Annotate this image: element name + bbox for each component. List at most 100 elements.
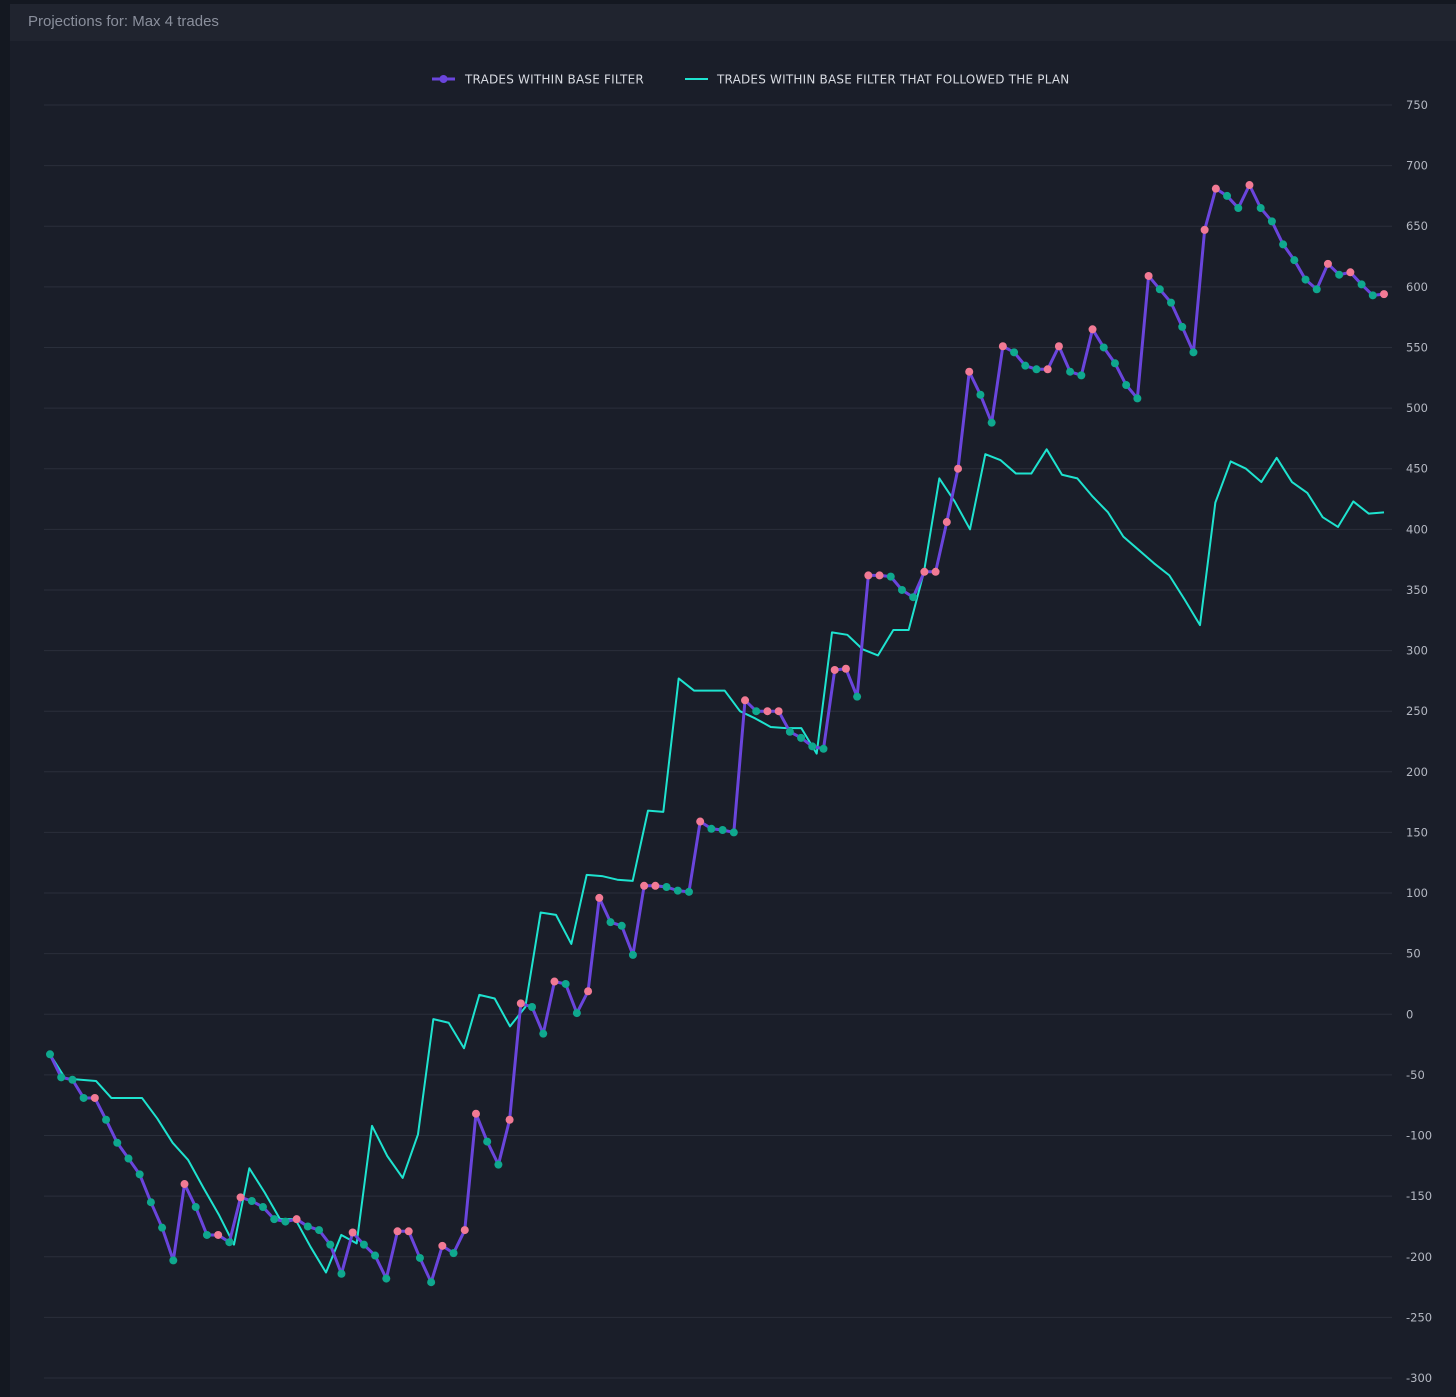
data-point-marker[interactable]: [135, 1170, 144, 1179]
data-point-marker[interactable]: [785, 727, 794, 736]
chart-legend[interactable]: TRADES WITHIN BASE FILTER TRADES WITHIN …: [432, 73, 1069, 87]
data-point-marker[interactable]: [113, 1138, 122, 1147]
data-point-marker[interactable]: [853, 692, 862, 701]
data-point-marker[interactable]: [1223, 191, 1232, 200]
data-point-marker[interactable]: [1155, 285, 1164, 294]
data-point-marker[interactable]: [808, 742, 817, 751]
legend-item-base-filter[interactable]: TRADES WITHIN BASE FILTER: [432, 73, 644, 87]
data-point-marker[interactable]: [169, 1256, 178, 1265]
data-point-marker[interactable]: [270, 1215, 279, 1224]
data-point-marker[interactable]: [191, 1203, 200, 1212]
data-point-marker[interactable]: [897, 585, 906, 594]
data-point-marker[interactable]: [146, 1198, 155, 1207]
data-point-marker[interactable]: [797, 733, 806, 742]
data-point-marker[interactable]: [315, 1226, 324, 1235]
data-point-marker[interactable]: [595, 893, 604, 902]
data-point-marker[interactable]: [438, 1241, 447, 1250]
data-point-marker[interactable]: [752, 707, 761, 716]
data-point-marker[interactable]: [1167, 298, 1176, 307]
data-point-marker[interactable]: [57, 1073, 66, 1082]
data-point-marker[interactable]: [1323, 259, 1332, 268]
data-point-marker[interactable]: [337, 1269, 346, 1278]
data-point-marker[interactable]: [1245, 181, 1254, 190]
data-point-marker[interactable]: [68, 1075, 77, 1084]
data-point-marker[interactable]: [572, 1009, 581, 1018]
data-point-marker[interactable]: [1133, 394, 1142, 403]
data-point-marker[interactable]: [987, 418, 996, 427]
data-point-marker[interactable]: [954, 464, 963, 473]
data-point-marker[interactable]: [79, 1093, 88, 1102]
data-point-marker[interactable]: [774, 707, 783, 716]
data-point-marker[interactable]: [236, 1193, 245, 1202]
data-point-marker[interactable]: [281, 1217, 290, 1226]
data-point-marker[interactable]: [326, 1240, 335, 1249]
data-point-marker[interactable]: [494, 1160, 503, 1169]
data-point-marker[interactable]: [1211, 184, 1220, 193]
data-point-marker[interactable]: [998, 342, 1007, 351]
data-point-marker[interactable]: [1099, 343, 1108, 352]
data-point-marker[interactable]: [1178, 322, 1187, 331]
data-point-marker[interactable]: [741, 696, 750, 705]
data-point-marker[interactable]: [875, 571, 884, 580]
data-point-marker[interactable]: [1256, 204, 1265, 213]
data-point-marker[interactable]: [460, 1226, 469, 1235]
data-point-marker[interactable]: [124, 1154, 133, 1163]
data-point-marker[interactable]: [202, 1230, 211, 1239]
data-point-marker[interactable]: [1066, 367, 1075, 376]
data-point-marker[interactable]: [920, 567, 929, 576]
data-point-marker[interactable]: [886, 572, 895, 581]
data-point-marker[interactable]: [393, 1227, 402, 1236]
data-point-marker[interactable]: [729, 828, 738, 837]
data-point-marker[interactable]: [449, 1249, 458, 1258]
data-point-marker[interactable]: [673, 886, 682, 895]
data-point-marker[interactable]: [1077, 371, 1086, 380]
data-point-marker[interactable]: [1110, 359, 1119, 368]
data-point-marker[interactable]: [617, 921, 626, 930]
data-point-marker[interactable]: [1267, 217, 1276, 226]
data-point-marker[interactable]: [348, 1228, 357, 1237]
data-point-marker[interactable]: [561, 979, 570, 988]
data-point-marker[interactable]: [830, 665, 839, 674]
data-point-marker[interactable]: [505, 1115, 514, 1124]
data-point-marker[interactable]: [483, 1137, 492, 1146]
data-point-marker[interactable]: [1032, 365, 1041, 374]
data-point-marker[interactable]: [718, 826, 727, 835]
data-point-marker[interactable]: [1335, 270, 1344, 279]
data-point-marker[interactable]: [1380, 290, 1388, 299]
data-point-marker[interactable]: [427, 1278, 436, 1287]
data-point-marker[interactable]: [1021, 361, 1030, 370]
data-point-marker[interactable]: [1234, 204, 1243, 213]
data-point-marker[interactable]: [214, 1230, 223, 1239]
data-point-marker[interactable]: [1368, 291, 1377, 300]
data-point-marker[interactable]: [864, 571, 873, 580]
data-point-marker[interactable]: [640, 881, 649, 890]
data-point-marker[interactable]: [931, 567, 940, 576]
data-point-marker[interactable]: [382, 1274, 391, 1283]
data-point-marker[interactable]: [258, 1203, 267, 1212]
data-point-marker[interactable]: [539, 1029, 548, 1038]
data-point-marker[interactable]: [942, 518, 951, 527]
data-point-marker[interactable]: [696, 817, 705, 826]
data-point-marker[interactable]: [651, 881, 660, 890]
data-point-marker[interactable]: [662, 882, 671, 891]
data-point-marker[interactable]: [404, 1227, 413, 1236]
data-point-marker[interactable]: [303, 1222, 312, 1231]
data-point-marker[interactable]: [1189, 348, 1198, 357]
data-point-marker[interactable]: [1357, 280, 1366, 289]
data-point-marker[interactable]: [1088, 325, 1097, 334]
data-point-marker[interactable]: [1054, 342, 1063, 351]
data-point-marker[interactable]: [819, 744, 828, 753]
data-point-marker[interactable]: [1144, 271, 1153, 280]
data-point-marker[interactable]: [371, 1251, 380, 1260]
data-point-marker[interactable]: [180, 1180, 189, 1189]
data-point-marker[interactable]: [1290, 256, 1299, 265]
data-point-marker[interactable]: [1301, 275, 1310, 284]
data-point-marker[interactable]: [584, 987, 593, 996]
data-point-marker[interactable]: [292, 1215, 301, 1224]
legend-item-followed-plan[interactable]: TRADES WITHIN BASE FILTER THAT FOLLOWED …: [685, 73, 1069, 87]
data-point-marker[interactable]: [606, 918, 615, 927]
data-point-marker[interactable]: [1122, 381, 1131, 390]
data-point-marker[interactable]: [1200, 225, 1209, 234]
data-point-marker[interactable]: [1010, 348, 1019, 357]
data-point-marker[interactable]: [707, 824, 716, 833]
